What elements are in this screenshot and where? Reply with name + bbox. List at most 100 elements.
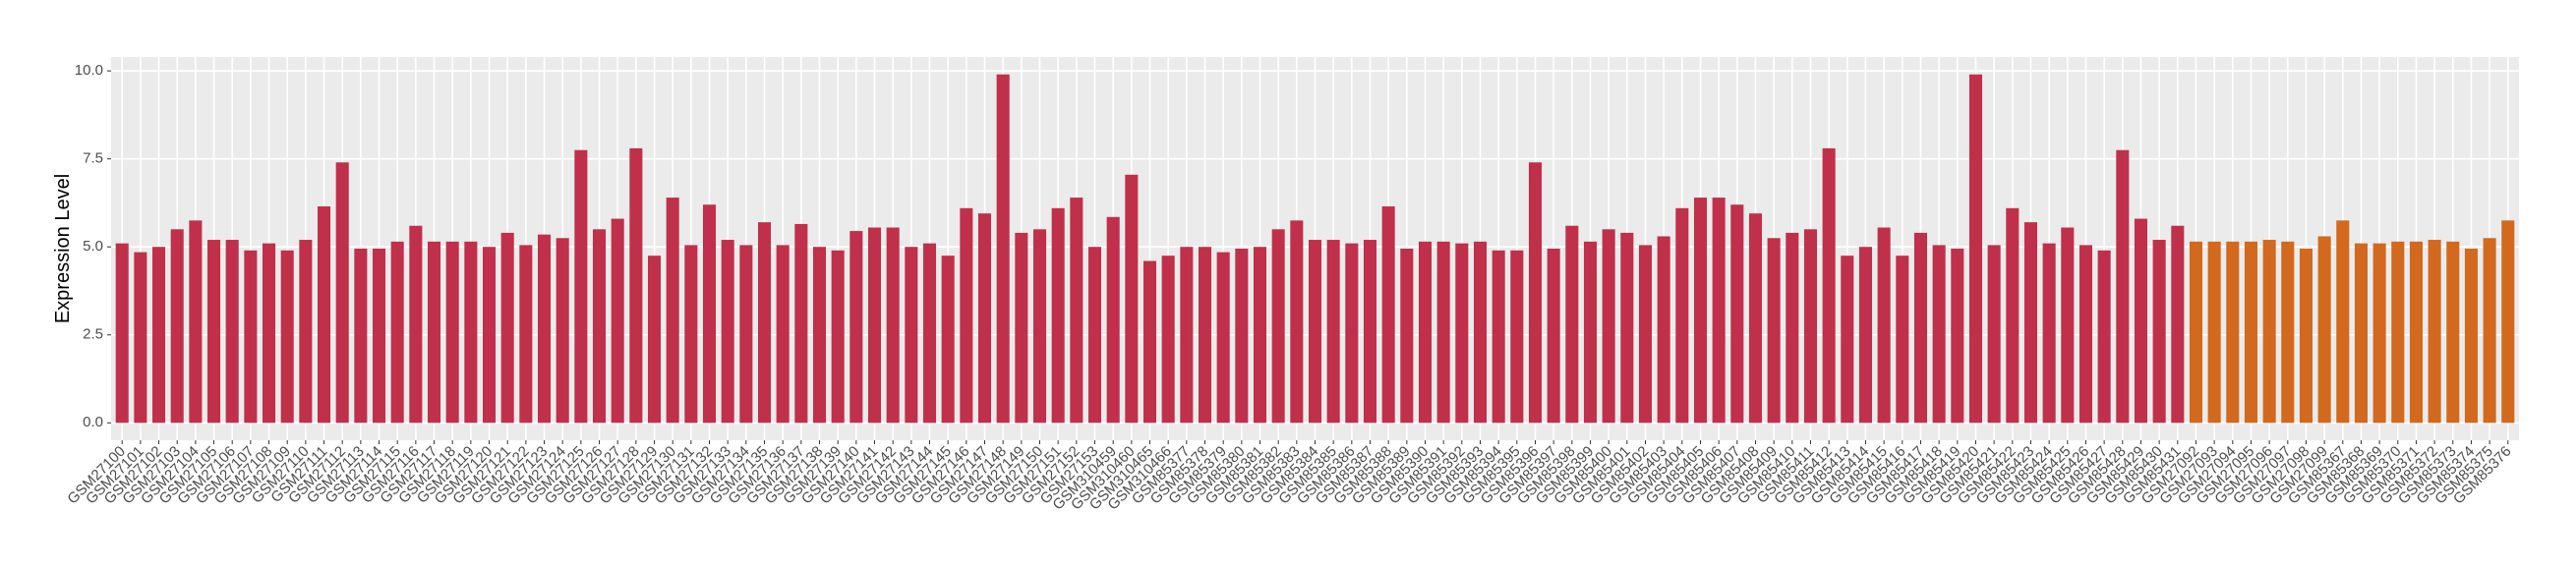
bar [849, 231, 863, 424]
bar [2428, 240, 2441, 424]
bar [1602, 229, 1615, 424]
bar [794, 223, 808, 424]
bar [1712, 198, 1726, 424]
bar [574, 149, 588, 424]
bar [409, 225, 423, 424]
bar [151, 247, 166, 424]
bar [757, 222, 772, 424]
bar [445, 241, 459, 424]
bar [299, 240, 313, 424]
bar [1987, 245, 2001, 424]
bar [372, 249, 386, 424]
bar [1436, 241, 1450, 424]
bar [1492, 250, 1505, 424]
bar [1693, 198, 1708, 424]
bar [2078, 245, 2093, 424]
bar [1032, 229, 1047, 424]
bar [2409, 241, 2424, 424]
bar [1235, 249, 1249, 424]
bar [647, 256, 662, 424]
bar [2336, 220, 2350, 424]
bar [556, 238, 569, 424]
bar [592, 229, 607, 424]
bar [1363, 240, 1377, 424]
bar [1015, 232, 1028, 424]
bar [1087, 247, 1102, 424]
bar [1565, 225, 1579, 424]
bar [1858, 247, 1873, 424]
bar [1455, 243, 1469, 424]
bar [1968, 74, 1983, 424]
bar [1657, 236, 1670, 424]
bar [464, 241, 478, 424]
bar [739, 245, 753, 424]
bar [2262, 240, 2276, 424]
bar [1070, 198, 1083, 424]
bar [1877, 227, 1891, 424]
bar [2483, 238, 2496, 424]
bar [2097, 250, 2111, 424]
bar [335, 162, 349, 424]
y-tick-label: 0.0 [83, 414, 103, 430]
bar [1290, 220, 1304, 424]
bar [1308, 240, 1322, 424]
bar [1180, 247, 1194, 424]
bar [1803, 229, 1818, 424]
bar [134, 252, 147, 424]
bar [1913, 232, 1928, 424]
bar [2354, 243, 2369, 424]
bar [922, 243, 937, 424]
bar [776, 245, 790, 424]
bar [2207, 241, 2221, 424]
bar [2171, 225, 2185, 424]
bar [1896, 256, 1909, 424]
bar [1216, 252, 1230, 424]
bar [1400, 249, 1414, 424]
bar [2372, 243, 2386, 424]
bar [1730, 204, 1744, 424]
bar [2061, 227, 2075, 424]
bar [537, 234, 552, 424]
bar [262, 243, 276, 424]
bar [1620, 232, 1634, 424]
bar [206, 240, 221, 424]
bar [244, 250, 258, 424]
bar [1253, 247, 1267, 424]
bar [1198, 247, 1212, 424]
bar [812, 247, 827, 424]
bar [2317, 236, 2331, 424]
bar [317, 206, 331, 424]
bar [867, 227, 882, 424]
bar [1345, 243, 1359, 424]
bar [1381, 206, 1395, 424]
bar [1510, 250, 1524, 424]
bar [1326, 240, 1340, 424]
bar [2006, 207, 2020, 424]
bar [1161, 256, 1175, 424]
bar [1142, 260, 1157, 424]
bar [1951, 249, 1964, 424]
bar [2134, 218, 2148, 424]
bar [2116, 149, 2130, 424]
bar [1547, 249, 1560, 424]
bar [1638, 245, 1653, 424]
bar [977, 213, 992, 424]
bar [941, 256, 955, 424]
bar [500, 232, 514, 424]
bar [2446, 241, 2460, 424]
bar [1271, 229, 1285, 424]
bar [2501, 220, 2515, 424]
bar [831, 250, 845, 424]
bar [225, 240, 239, 424]
bar [1748, 213, 1763, 424]
bar [2299, 249, 2313, 424]
bar [354, 249, 368, 424]
bar [2189, 241, 2203, 424]
y-tick-label: 5.0 [83, 238, 103, 255]
bar [1822, 147, 1836, 424]
bar [1125, 174, 1139, 424]
bar [2281, 241, 2295, 424]
bar [2023, 222, 2038, 424]
bar [1051, 207, 1065, 424]
bar [2042, 243, 2056, 424]
